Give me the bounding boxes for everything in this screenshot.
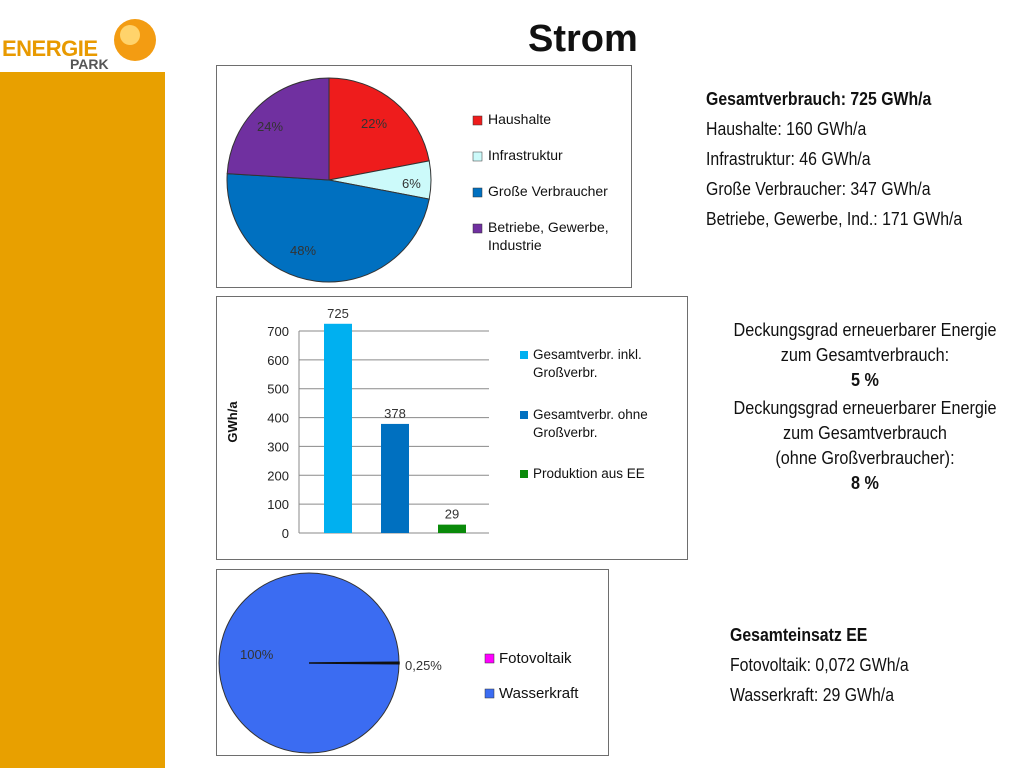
legend-swatch-betriebe-gewerbe-industrie <box>472 223 483 234</box>
legend-swatch-infrastruktur <box>472 151 483 162</box>
y-axis-label: GWh/a <box>225 401 240 443</box>
legend-swatch-gro-e-verbraucher <box>472 187 483 198</box>
coverage-line-4: zum Gesamtverbrauch <box>783 423 947 443</box>
legend-swatch-fotovoltaik <box>484 653 495 664</box>
y-tick-400: 400 <box>267 411 289 426</box>
bar-chart-coverage: 0 100 200 300 400 500 600 700 GWh/a 725 378 29 Gesam… <box>216 296 688 560</box>
pie-label-gro-e-verbraucher: 48% <box>290 243 316 258</box>
summary-haushalte: Haushalte: 160 GWh/a <box>706 119 867 139</box>
legend-swatch-gesamtverbr-ohne-gro-verbr <box>520 411 528 419</box>
bar-produktion-aus-ee <box>438 524 466 533</box>
y-tick-100: 100 <box>267 497 289 512</box>
legend-swatch-gesamtverbr-inkl-gro-verbr <box>520 351 528 359</box>
legend-label-gesamtverbr-ohne-gro-verbr-1: Großverbr. <box>533 425 598 440</box>
pie-chart-ee: 0,25% 100% Fotovoltaik Wasserkraft <box>216 569 609 756</box>
pie-label-fotovoltaik: 0,25% <box>405 658 442 673</box>
coverage-line-5: (ohne Großverbraucher): <box>775 448 955 468</box>
y-tick-0: 0 <box>282 526 289 541</box>
bar-gesamtverbr-inkl-gro-verbr <box>324 323 352 533</box>
legend-swatch-produktion-aus-ee <box>520 470 528 478</box>
y-tick-300: 300 <box>267 439 289 454</box>
sidebar-band <box>0 72 165 768</box>
summary-total: Gesamtverbrauch: 725 GWh/a <box>706 89 932 109</box>
coverage-line-3: Deckungsgrad erneuerbarer Energie <box>733 398 997 418</box>
legend-label-produktion-aus-ee: Produktion aus EE <box>533 466 645 481</box>
pie-slice-betriebe-gewerbe-industrie <box>226 77 330 181</box>
consumption-summary: Gesamtverbrauch: 725 GWh/a Haushalte: 16… <box>706 84 997 234</box>
y-tick-500: 500 <box>267 382 289 397</box>
logo-word-energie: ENERGIE <box>2 36 98 61</box>
coverage-line-1: Deckungsgrad erneuerbarer Energie <box>733 320 997 340</box>
energiepark-logo: ENERGIE PARK <box>0 10 170 72</box>
pie-slice-gro-e-verbraucher <box>226 173 430 283</box>
bar-label-gesamtverbr-inkl-gro-verbr: 725 <box>327 306 349 321</box>
coverage-value-1: 5 % <box>851 370 879 390</box>
pie-label-haushalte: 22% <box>361 116 387 131</box>
summary-grosse-verbraucher: Große Verbraucher: 347 GWh/a <box>706 179 931 199</box>
pie-label-infrastruktur: 6% <box>402 176 421 191</box>
coverage-text: Deckungsgrad erneuerbarer Energie zum Ge… <box>700 318 1024 496</box>
page-title: Strom <box>528 18 638 60</box>
pie-chart-consumption: 22% 6% 48% 24% Haushalte Infrastruktur Große V… <box>216 65 632 288</box>
legend-swatch-wasserkraft <box>484 688 495 699</box>
logo-word-park: PARK <box>70 56 109 72</box>
coverage-value-2: 8 % <box>851 473 879 493</box>
legend-label-betriebe-gewerbe-industrie: Betriebe, Gewerbe, <box>488 219 609 235</box>
ee-wasserkraft: Wasserkraft: 29 GWh/a <box>730 685 895 705</box>
ee-fotovoltaik: Fotovoltaik: 0,072 GWh/a <box>730 655 909 675</box>
legend-label-gesamtverbr-inkl-gro-verbr: Gesamtverbr. inkl. <box>533 347 642 362</box>
legend-label-gesamtverbr-ohne-gro-verbr: Gesamtverbr. ohne <box>533 407 648 422</box>
coverage-line-2: zum Gesamtverbrauch: <box>780 345 950 365</box>
pie-label-wasserkraft: 100% <box>240 647 274 662</box>
legend-label-wasserkraft: Wasserkraft <box>499 685 579 702</box>
legend-label-gesamtverbr-inkl-gro-verbr-1: Großverbr. <box>533 365 598 380</box>
ee-title: Gesamteinsatz EE <box>730 625 868 645</box>
legend-label-gro-e-verbraucher: Große Verbraucher <box>488 183 608 199</box>
pie-label-betriebe-gewerbe-industrie: 24% <box>257 119 283 134</box>
bar-gesamtverbr-ohne-gro-verbr <box>381 423 409 533</box>
pie-slice-haushalte <box>328 77 430 181</box>
y-tick-600: 600 <box>267 353 289 368</box>
pie-slice-fotovoltaik <box>308 661 400 665</box>
y-tick-200: 200 <box>267 468 289 483</box>
bar-label-gesamtverbr-ohne-gro-verbr: 378 <box>384 406 406 421</box>
legend-label-fotovoltaik: Fotovoltaik <box>499 650 572 667</box>
summary-betriebe: Betriebe, Gewerbe, Ind.: 171 GWh/a <box>706 209 963 229</box>
legend-swatch-haushalte <box>472 115 483 126</box>
ee-summary: Gesamteinsatz EE Fotovoltaik: 0,072 GWh/… <box>730 620 933 710</box>
y-tick-700: 700 <box>267 324 289 339</box>
summary-infrastruktur: Infrastruktur: 46 GWh/a <box>706 149 871 169</box>
legend-label-haushalte: Haushalte <box>488 111 551 127</box>
legend-label-betriebe-gewerbe-industrie-1: Industrie <box>488 237 542 253</box>
legend-label-infrastruktur: Infrastruktur <box>488 147 563 163</box>
bar-label-produktion-aus-ee: 29 <box>445 507 459 522</box>
